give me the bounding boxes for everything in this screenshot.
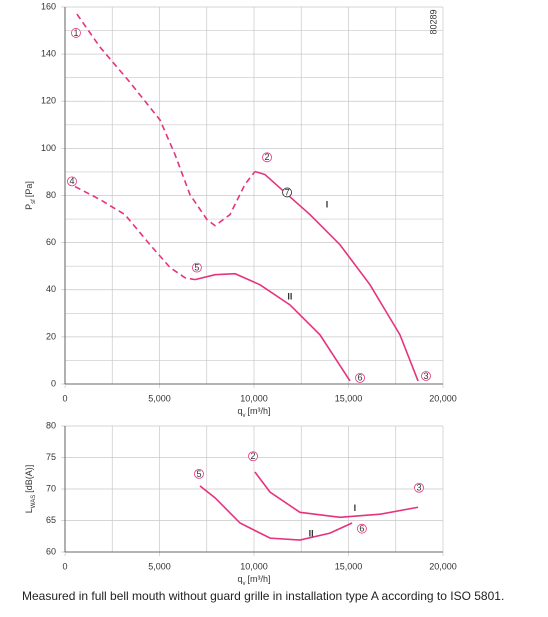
- annotation-circle: [248, 451, 258, 462]
- y-tick-label: 20: [46, 331, 56, 341]
- axis-label: Psf [Pa]: [24, 181, 36, 210]
- x-tick-label: 0: [62, 561, 67, 571]
- annotation-circle: [194, 468, 204, 479]
- curve: [194, 272, 351, 382]
- annotation: 6: [359, 524, 364, 534]
- annotation: II: [287, 292, 292, 302]
- x-tick-label: 5,000: [148, 561, 171, 571]
- y-tick-label: 60: [46, 546, 56, 556]
- annotation: 2: [251, 451, 256, 461]
- annotation-circle: [355, 372, 365, 383]
- annotation-circle: [357, 523, 367, 534]
- y-tick-label: 80: [46, 420, 56, 430]
- x-tick-label: 10,000: [240, 393, 268, 403]
- curve: [74, 185, 196, 281]
- axis-label-main: L: [24, 508, 34, 513]
- annotation: II: [309, 529, 314, 539]
- annotation-circle: [262, 152, 272, 163]
- y-tick-label: 160: [41, 1, 56, 11]
- x-tick-label: 15,000: [335, 393, 363, 403]
- y-tick-label: 120: [41, 96, 56, 106]
- x-tick-label: 10,000: [240, 561, 268, 571]
- axis-label-sub: sf: [31, 199, 37, 204]
- axis-label-unit: [Pa]: [24, 181, 34, 197]
- annotation: 7: [285, 187, 290, 197]
- axis-label-unit: [m³/h]: [248, 406, 271, 416]
- y-tick-label: 70: [46, 483, 56, 493]
- y-tick-label: 40: [46, 284, 56, 294]
- annotation: 3: [416, 483, 421, 493]
- curve: [199, 485, 353, 541]
- caption: Measured in full bell mouth without guar…: [22, 589, 504, 603]
- y-tick-label: 140: [41, 49, 56, 59]
- annotation-circle: [414, 482, 424, 493]
- annotation: 5: [194, 262, 199, 272]
- curve: [254, 471, 419, 519]
- axis-label-main: q: [237, 406, 242, 416]
- annotation: I: [354, 503, 357, 513]
- annotation: 2: [265, 152, 270, 162]
- y-tick-label: 65: [46, 515, 56, 525]
- curve: [76, 13, 256, 227]
- x-tick-label: 20,000: [429, 561, 457, 571]
- annotation-circle: [421, 371, 431, 381]
- axis-label-unit: [dB(A)]: [24, 465, 34, 493]
- axis-label-sub: WAS: [31, 495, 37, 508]
- axis-label-unit: [m³/h]: [248, 574, 271, 584]
- axis-label: qv [m³/h]: [237, 406, 270, 418]
- x-tick-label: 15,000: [335, 561, 363, 571]
- annotation: 4: [69, 176, 74, 186]
- annotation-circle: [282, 187, 292, 198]
- figure-code: 80289: [428, 9, 438, 34]
- annotation: 1: [73, 28, 78, 38]
- y-tick-label: 75: [46, 452, 56, 462]
- annotation-circle: [67, 176, 77, 187]
- axis-label-sub: v: [243, 581, 246, 587]
- curve: [254, 170, 419, 382]
- y-tick-label: 0: [51, 378, 56, 388]
- annotation-circle: [71, 28, 81, 38]
- axis-label-main: P: [24, 204, 34, 210]
- x-tick-label: 5,000: [148, 393, 171, 403]
- annotation: 5: [196, 469, 201, 479]
- axis-label-main: q: [237, 574, 242, 584]
- y-tick-label: 80: [46, 190, 56, 200]
- x-tick-label: 0: [62, 393, 67, 403]
- x-tick-label: 20,000: [429, 393, 457, 403]
- annotation: 3: [423, 371, 428, 381]
- annotation-circle: [192, 262, 202, 273]
- annotation: 6: [358, 373, 363, 383]
- axis-label: qv [m³/h]: [237, 574, 270, 586]
- axis-label: LWAS [dB(A)]: [24, 465, 36, 513]
- y-tick-label: 60: [46, 237, 56, 247]
- annotation: I: [326, 199, 329, 209]
- axis-label-sub: v: [243, 413, 246, 419]
- y-tick-label: 100: [41, 143, 56, 153]
